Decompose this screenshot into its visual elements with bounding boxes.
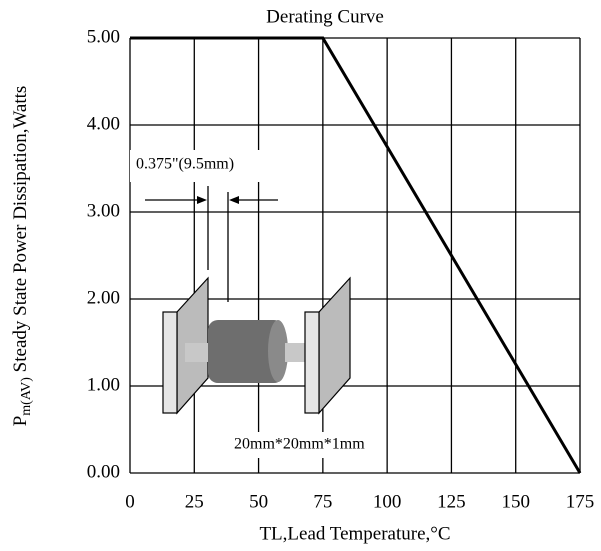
- y-tick-label: 5.00: [87, 26, 120, 47]
- x-tick-label: 25: [185, 491, 204, 512]
- plate-front: [304, 311, 320, 414]
- y-title-main: P: [10, 416, 31, 427]
- lead: [285, 343, 307, 362]
- annotation: 20mm*20mm*1mm: [234, 436, 365, 453]
- x-tick-label: 75: [313, 491, 332, 512]
- annotation: 0.375"(9.5mm): [136, 156, 234, 173]
- y-tick-label: 1.00: [87, 374, 120, 395]
- y-tick-label: 4.00: [87, 113, 120, 134]
- inset-diagram: 0.375"(9.5mm) 20mm*20mm*1mm: [130, 150, 378, 458]
- plate-front: [162, 311, 178, 414]
- x-tick-label: 100: [373, 491, 402, 512]
- arrow-head: [229, 196, 239, 204]
- y-tick-label: 3.00: [87, 200, 120, 221]
- x-axis-title: TL,Lead Temperature,°C: [259, 523, 450, 544]
- y-title-subscript: m(AV): [19, 377, 34, 416]
- y-title-rest: Steady State Power Dissipation,Watts: [10, 86, 31, 377]
- label-background: [130, 150, 275, 182]
- x-tick-label: 175: [566, 491, 595, 512]
- y-tick-label: 2.00: [87, 287, 120, 308]
- x-tick-label: 0: [125, 491, 135, 512]
- x-tick-label: 125: [437, 491, 466, 512]
- label-background: [228, 432, 378, 458]
- y-tick-label: 0.00: [87, 461, 120, 482]
- data-line: [130, 36, 582, 474]
- x-tick-label: 150: [501, 491, 530, 512]
- lead: [185, 343, 211, 362]
- component-end: [268, 320, 288, 382]
- plate-side: [318, 276, 351, 415]
- component-body: [208, 320, 284, 383]
- chart-title: Derating Curve: [266, 6, 384, 27]
- arrow-head: [197, 196, 207, 204]
- x-tick-label: 50: [249, 491, 268, 512]
- y-axis-title: Pm(AV) Steady State Power Dissipation,Wa…: [10, 86, 34, 427]
